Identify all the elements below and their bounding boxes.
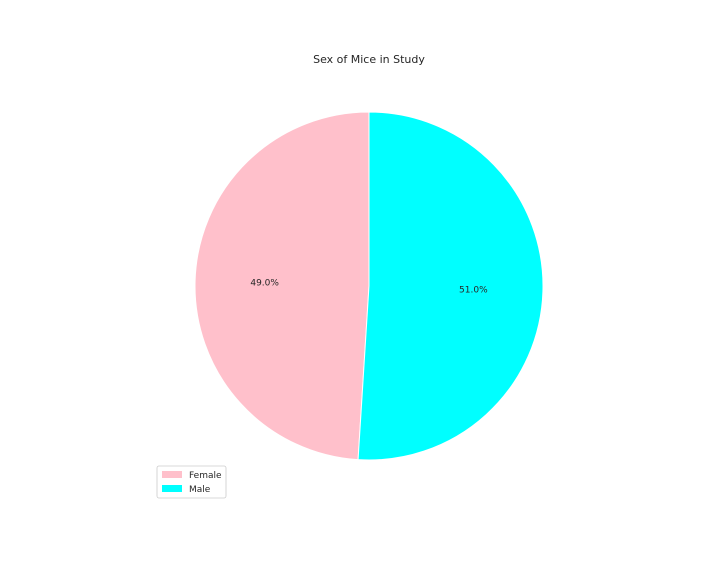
pie-slices — [194, 111, 544, 461]
legend-label-male: Male — [189, 485, 211, 495]
chart-title: Sex of Mice in Study — [313, 53, 425, 66]
legend-items: Female Male — [162, 471, 222, 495]
legend-swatch-female — [162, 471, 182, 478]
pie-label-female: 49.0% — [250, 279, 279, 289]
pie-slice-female — [194, 111, 370, 461]
legend-label-female: Female — [189, 471, 222, 481]
pie-label-male: 51.0% — [459, 285, 488, 295]
legend: Female Male — [156, 465, 227, 499]
legend-swatch-male — [162, 485, 182, 492]
pie-labels: 49.0% 51.0% — [250, 279, 488, 296]
pie-slice-male — [357, 111, 544, 461]
